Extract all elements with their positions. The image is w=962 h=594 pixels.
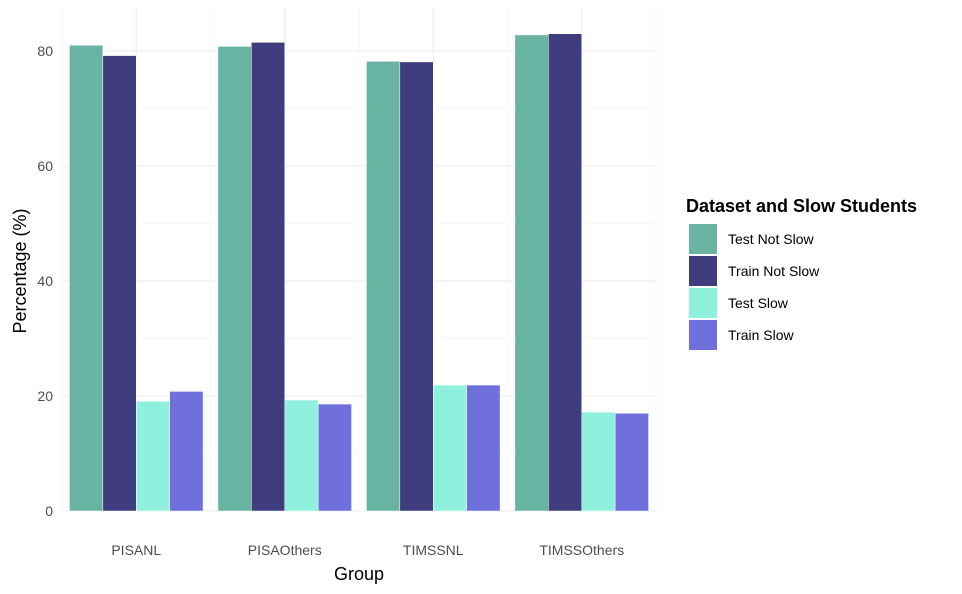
x-tick-label: TIMSSOthers: [539, 542, 624, 558]
legend-swatch: [689, 320, 717, 350]
legend-label: Train Not Slow: [728, 263, 820, 279]
y-axis-title: Percentage (%): [10, 208, 30, 333]
y-tick-label: 20: [37, 388, 53, 404]
bar: [433, 384, 467, 512]
legend-swatch: [689, 256, 717, 286]
legend-label: Test Not Slow: [728, 231, 814, 247]
legend-swatch: [689, 288, 717, 318]
y-tick-label: 60: [37, 158, 53, 174]
bar: [548, 33, 583, 512]
bar: [399, 61, 434, 512]
bar: [251, 42, 285, 512]
legend: Dataset and Slow Students Test Not Slow T…: [686, 196, 917, 350]
y-tick-label: 0: [45, 503, 53, 519]
bar: [466, 384, 501, 512]
x-tick-label: PISANL: [111, 542, 161, 558]
y-tick-label: 40: [37, 273, 53, 289]
y-tick-label: 80: [37, 43, 53, 59]
y-axis-ticks: 0 20 40 60 80: [37, 43, 53, 519]
bar: [581, 411, 616, 512]
x-axis-ticks: PISANL PISAOthers TIMSSNL TIMSSOthers: [111, 542, 624, 558]
legend-title: Dataset and Slow Students: [686, 196, 917, 216]
bar: [136, 400, 170, 512]
legend-label: Train Slow: [728, 327, 795, 343]
bar: [614, 413, 649, 512]
bar: [284, 399, 319, 512]
legend-swatch: [689, 224, 717, 254]
legend-label: Test Slow: [728, 295, 789, 311]
bar: [317, 403, 352, 512]
bar: [217, 46, 252, 512]
x-axis-title: Group: [334, 564, 384, 584]
bar: [514, 34, 549, 512]
bars: [69, 33, 649, 512]
bar: [366, 61, 401, 512]
bar: [102, 55, 137, 512]
bar: [169, 391, 204, 512]
x-tick-label: TIMSSNL: [403, 542, 464, 558]
x-tick-label: PISAOthers: [248, 542, 322, 558]
bar: [69, 45, 104, 512]
